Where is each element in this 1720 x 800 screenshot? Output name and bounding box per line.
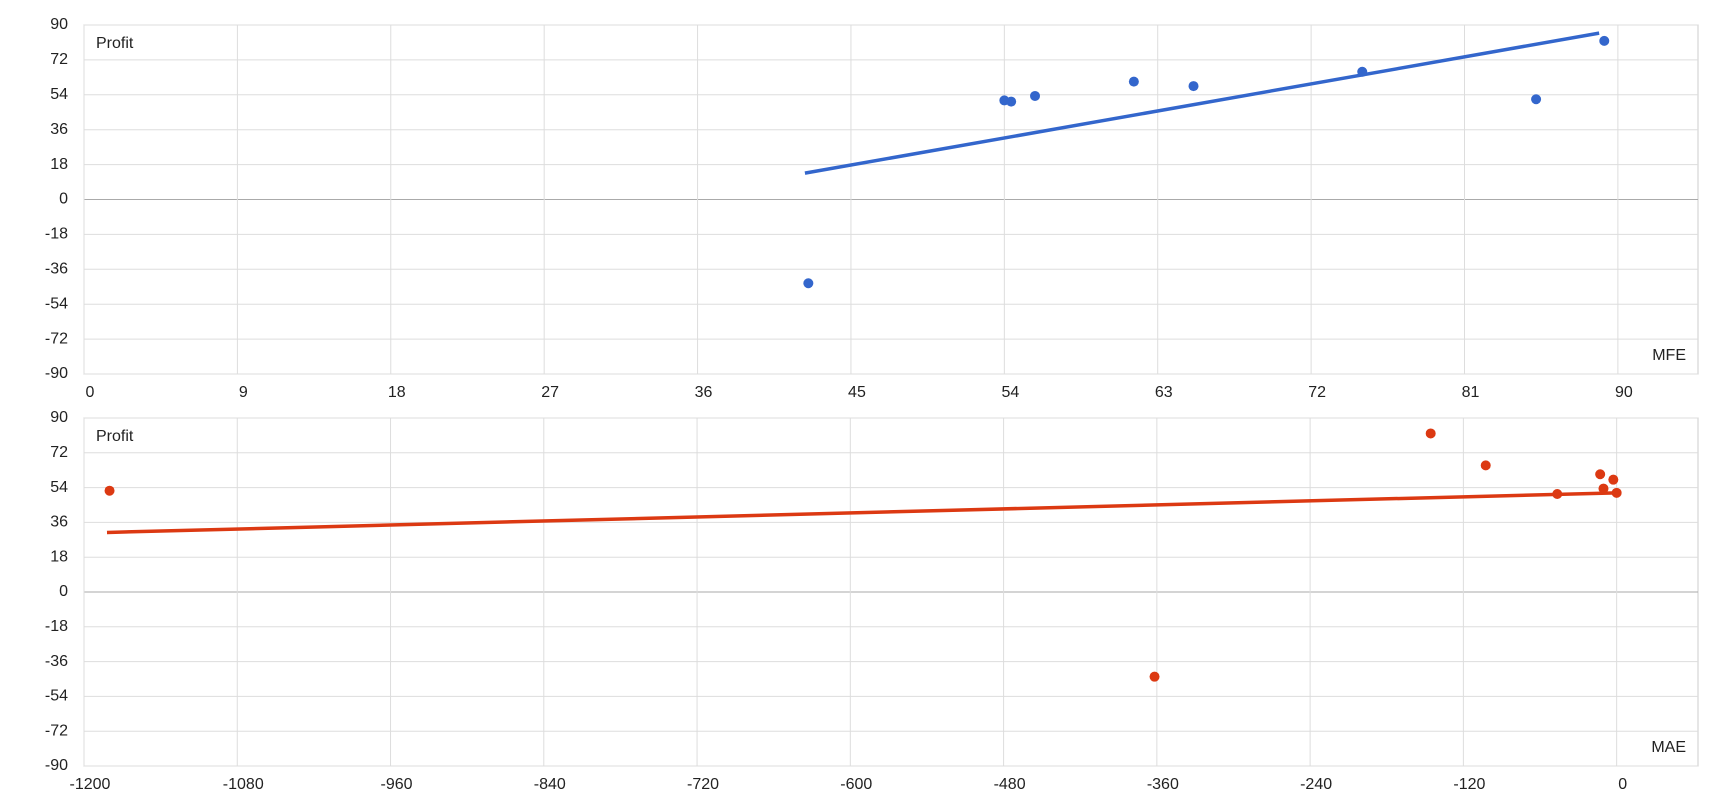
y-tick-label: 0 <box>59 583 68 600</box>
y-tick-label: -36 <box>45 653 68 670</box>
y-tick-label: 36 <box>50 121 68 138</box>
y-axis-label: Profit <box>96 428 134 445</box>
point <box>1188 81 1199 92</box>
x-tick-label: 45 <box>848 384 866 401</box>
point <box>1030 90 1041 101</box>
y-tick-label: -54 <box>45 295 68 312</box>
point <box>1531 94 1542 105</box>
x-tick-label: 72 <box>1308 384 1326 401</box>
trendline <box>106 491 1617 535</box>
point <box>1611 487 1622 498</box>
y-tick-label: 72 <box>50 51 68 68</box>
y-tick-label: -72 <box>45 330 68 347</box>
x-tick-label: 36 <box>695 384 713 401</box>
x-tick-label: 27 <box>541 384 559 401</box>
point <box>1480 460 1491 471</box>
x-tick-label: 90 <box>1615 384 1633 401</box>
y-tick-label: -18 <box>45 226 68 243</box>
point <box>1357 66 1368 77</box>
point <box>1608 474 1619 485</box>
y-tick-label: -90 <box>45 365 68 382</box>
x-axis-label: MFE <box>1652 347 1686 364</box>
y-tick-label: 18 <box>50 156 68 173</box>
y-tick-label: 18 <box>50 548 68 565</box>
y-axis-label: Profit <box>96 35 134 52</box>
x-tick-label: 18 <box>388 384 406 401</box>
x-tick-label: -720 <box>687 776 719 793</box>
x-tick-label: -1080 <box>223 776 264 793</box>
x-tick-label: -600 <box>840 776 872 793</box>
point <box>1599 35 1610 46</box>
y-tick-label: 54 <box>50 479 68 496</box>
x-tick-label: -120 <box>1453 776 1485 793</box>
point <box>1552 488 1563 499</box>
point <box>1128 76 1139 87</box>
trendline <box>804 31 1600 175</box>
point <box>1595 469 1606 480</box>
y-tick-label: -54 <box>45 688 68 705</box>
x-tick-label: -240 <box>1300 776 1332 793</box>
y-tick-label: -72 <box>45 722 68 739</box>
y-tick-label: 0 <box>59 191 68 208</box>
x-tick-label: -360 <box>1147 776 1179 793</box>
x-tick-label: 0 <box>1618 776 1627 793</box>
x-tick-label: -840 <box>534 776 566 793</box>
y-tick-label: -36 <box>45 261 68 278</box>
y-tick-label: 54 <box>50 86 68 103</box>
y-tick-label: 72 <box>50 444 68 461</box>
point <box>1006 96 1017 107</box>
y-tick-label: -90 <box>45 757 68 774</box>
x-tick-label: 81 <box>1462 384 1480 401</box>
y-tick-label: 90 <box>50 16 68 33</box>
point <box>104 485 115 496</box>
point <box>1149 671 1160 682</box>
x-tick-label: 0 <box>86 384 95 401</box>
y-tick-label: 90 <box>50 409 68 426</box>
point <box>1598 483 1609 494</box>
x-tick-label: -960 <box>381 776 413 793</box>
x-tick-label: -1200 <box>70 776 111 793</box>
x-axis-label: MAE <box>1651 739 1686 756</box>
x-tick-label: -480 <box>994 776 1026 793</box>
point <box>803 278 814 289</box>
x-tick-label: 9 <box>239 384 248 401</box>
y-tick-label: 36 <box>50 514 68 531</box>
x-tick-label: 54 <box>1001 384 1019 401</box>
point <box>1425 428 1436 439</box>
x-tick-label: 63 <box>1155 384 1173 401</box>
y-tick-label: -18 <box>45 618 68 635</box>
